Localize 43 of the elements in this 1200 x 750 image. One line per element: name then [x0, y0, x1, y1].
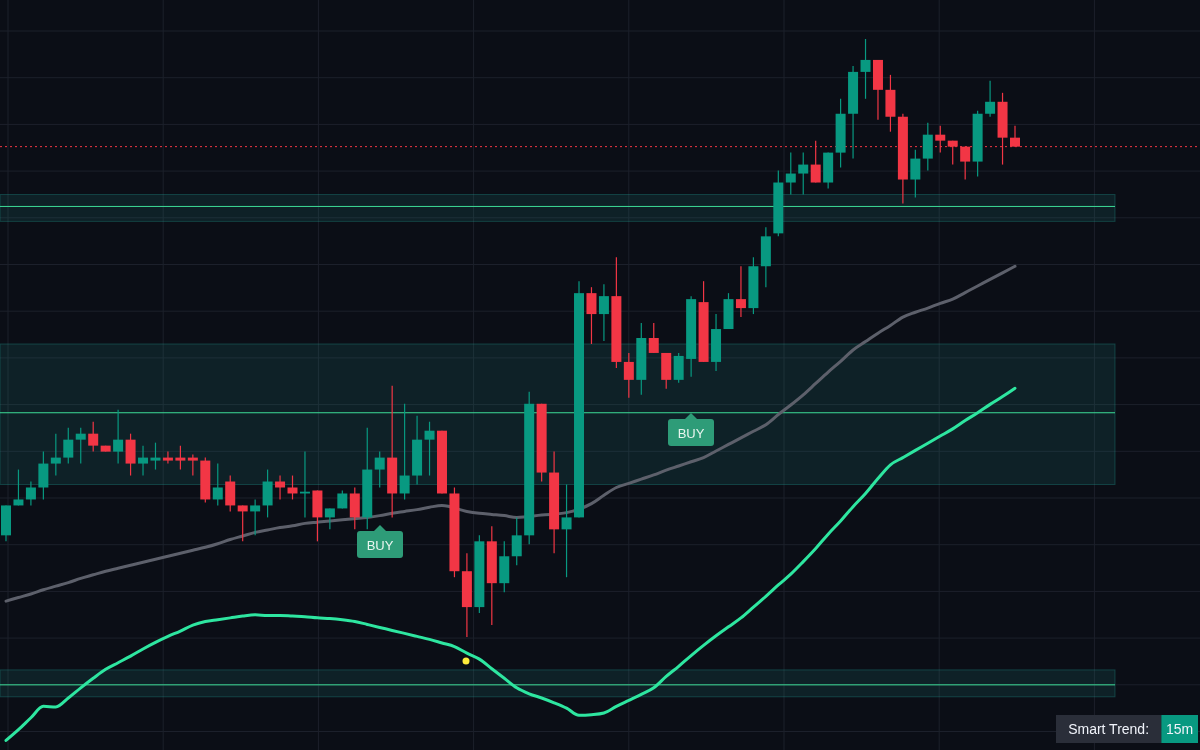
- candlestick: [63, 427, 74, 465]
- candlestick: [910, 149, 921, 199]
- candlestick: [673, 352, 684, 384]
- candlestick: [735, 265, 746, 318]
- candlestick: [75, 427, 86, 465]
- candlestick: [250, 498, 261, 536]
- candlestick: [374, 451, 385, 489]
- candlestick: [150, 442, 161, 471]
- candlestick: [860, 38, 871, 100]
- candlestick: [586, 286, 597, 345]
- annotation: BUY: [677, 425, 705, 441]
- candlestick: [225, 474, 236, 513]
- candlestick: [598, 283, 609, 342]
- candlestick: [324, 507, 335, 530]
- candlestick: [623, 352, 634, 399]
- candlestick: [511, 516, 522, 566]
- candlestick: [275, 474, 286, 501]
- text: Smart Trend:: [1068, 721, 1150, 737]
- candlestick: [561, 483, 572, 578]
- candlestick: [162, 451, 173, 465]
- candlestick: [13, 468, 24, 507]
- candlestick: [922, 122, 933, 172]
- candlestick: [50, 433, 61, 477]
- candlestick: [187, 454, 198, 477]
- candlestick: [38, 451, 49, 501]
- candlestick: [138, 445, 149, 477]
- candlestick: [125, 433, 136, 477]
- candlestick: [798, 152, 809, 196]
- text: 15m: [1165, 721, 1194, 737]
- candlestick: [349, 486, 360, 530]
- candlestick: [424, 421, 435, 477]
- candlestick: [985, 80, 996, 118]
- candlestick: [262, 468, 273, 518]
- candlestick: [175, 445, 186, 471]
- candlestick: [399, 403, 410, 501]
- candlestick: [113, 409, 124, 465]
- candlestick: [237, 504, 248, 542]
- candlestick: [25, 480, 36, 507]
- candlestick: [88, 421, 99, 453]
- candlestick: [785, 152, 796, 196]
- candlestick: [212, 462, 223, 507]
- annotation: BUY: [366, 537, 394, 553]
- candlestick: [648, 322, 659, 354]
